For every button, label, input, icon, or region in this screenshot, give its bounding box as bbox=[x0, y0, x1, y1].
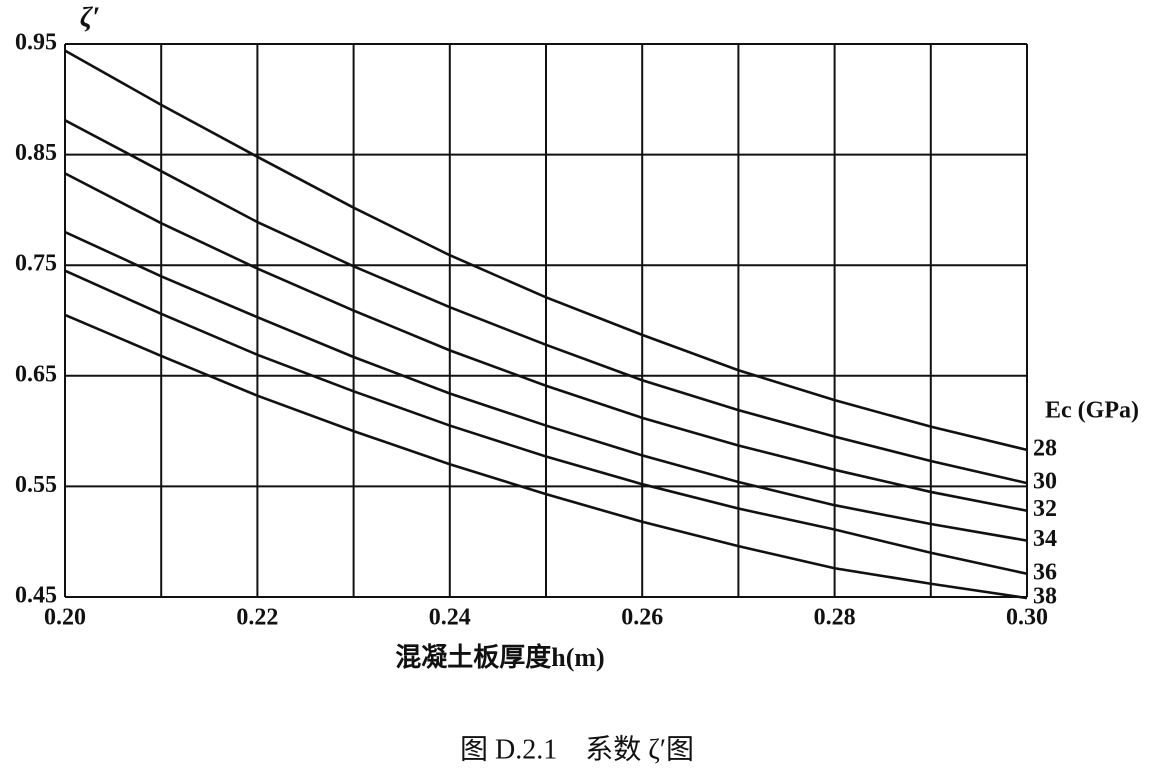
series-label: 30 bbox=[1033, 469, 1057, 495]
series-label: 38 bbox=[1033, 584, 1057, 610]
line-series bbox=[64, 313, 1028, 600]
y-axis-label: ζ′ bbox=[80, 2, 100, 33]
caption: 图 D.2.1 系数 ζ′图 bbox=[460, 733, 694, 765]
y-tick-label: 0.95 bbox=[15, 30, 57, 56]
x-tick-label: 0.24 bbox=[429, 605, 471, 631]
x-tick-label: 0.22 bbox=[236, 605, 278, 631]
series-label: 32 bbox=[1033, 496, 1057, 522]
series-label: 34 bbox=[1033, 526, 1057, 552]
y-tick-label: 0.55 bbox=[15, 472, 57, 498]
x-tick-label: 0.20 bbox=[44, 605, 86, 631]
x-tick-label: 0.28 bbox=[814, 605, 856, 631]
x-tick-label: 0.26 bbox=[621, 605, 663, 631]
line-series bbox=[64, 119, 1028, 485]
line-series bbox=[64, 230, 1028, 542]
series-label: 36 bbox=[1033, 559, 1057, 585]
y-tick-label: 0.45 bbox=[15, 583, 57, 609]
line-series bbox=[64, 49, 1028, 452]
x-tick-label: 0.30 bbox=[1006, 605, 1048, 631]
y-tick-label: 0.75 bbox=[15, 251, 57, 277]
legend-title: Ec (GPa) bbox=[1045, 398, 1139, 424]
line-series bbox=[64, 269, 1028, 576]
y-tick-label: 0.65 bbox=[15, 361, 57, 387]
series-label: 28 bbox=[1033, 435, 1057, 461]
y-tick-label: 0.85 bbox=[15, 140, 57, 166]
x-axis-label: 混凝土板厚度h(m) bbox=[395, 642, 604, 672]
line-series bbox=[64, 172, 1028, 513]
